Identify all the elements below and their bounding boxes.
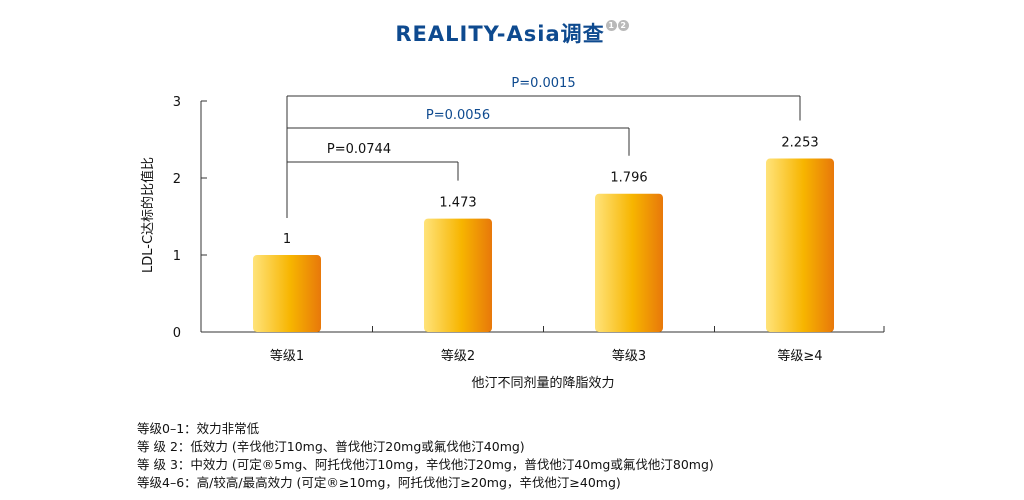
footnote-line: 等 级 3：中效力 (可定®5mg、阿托伐他汀10mg，辛伐他汀20mg，普伐他… <box>137 457 714 472</box>
bar <box>766 158 834 332</box>
x-tick-label: 等级3 <box>612 348 646 364</box>
reference-badge-1: 1 <box>605 20 617 31</box>
footnote-line: 等 级 2：低效力 (辛伐他汀10mg、普伐他汀20mg或氟伐他汀40mg) <box>137 439 525 454</box>
y-axis-label: LDL-C达标的比值比 <box>140 157 156 273</box>
title-area: REALITY-Asia调查 1 2 <box>0 18 1024 48</box>
y-tick-label: 1 <box>173 249 181 264</box>
data-label: 1.796 <box>610 171 647 186</box>
comparison-brackets: P=0.0744 P=0.0056 P=0.0015 <box>286 76 801 218</box>
footnote-line: 等级4–6：高/较高/最高效力 (可定®≥10mg，阿托伐他汀≥20mg，辛伐他… <box>137 475 621 490</box>
bar <box>253 255 321 332</box>
footnote-line: 等级0–1：效力非常低 <box>137 421 260 436</box>
bar <box>424 218 492 332</box>
y-tick-label: 0 <box>173 326 181 341</box>
reference-badge-2: 2 <box>617 20 629 31</box>
bar-chart: 0 1 2 3 等级1 等级2 等级3 等级≥4 P=0.0744 P=0.0056 P=0.00… <box>140 76 885 391</box>
footnotes: 等级0–1：效力非常低 等 级 2：低效力 (辛伐他汀10mg、普伐他汀20mg… <box>137 420 714 492</box>
p-value-label: P=0.0056 <box>426 108 490 123</box>
bar-series: 1 1.473 1.796 2.253 <box>253 136 834 332</box>
y-tick-label: 3 <box>173 95 181 110</box>
p-value-label: P=0.0015 <box>511 76 575 91</box>
data-label: 2.253 <box>781 136 818 151</box>
data-label: 1.473 <box>439 196 476 211</box>
y-tick-label: 2 <box>173 172 181 187</box>
x-axis-label: 他汀不同剂量的降脂效力 <box>471 375 614 391</box>
x-tick-label: 等级≥4 <box>777 348 822 364</box>
x-tick-label: 等级2 <box>441 348 475 364</box>
p-value-label: P=0.0744 <box>327 142 391 157</box>
bar <box>595 193 663 332</box>
chart-title: REALITY-Asia调查 <box>395 22 605 46</box>
x-tick-label: 等级1 <box>270 348 304 364</box>
data-label: 1 <box>283 232 291 247</box>
